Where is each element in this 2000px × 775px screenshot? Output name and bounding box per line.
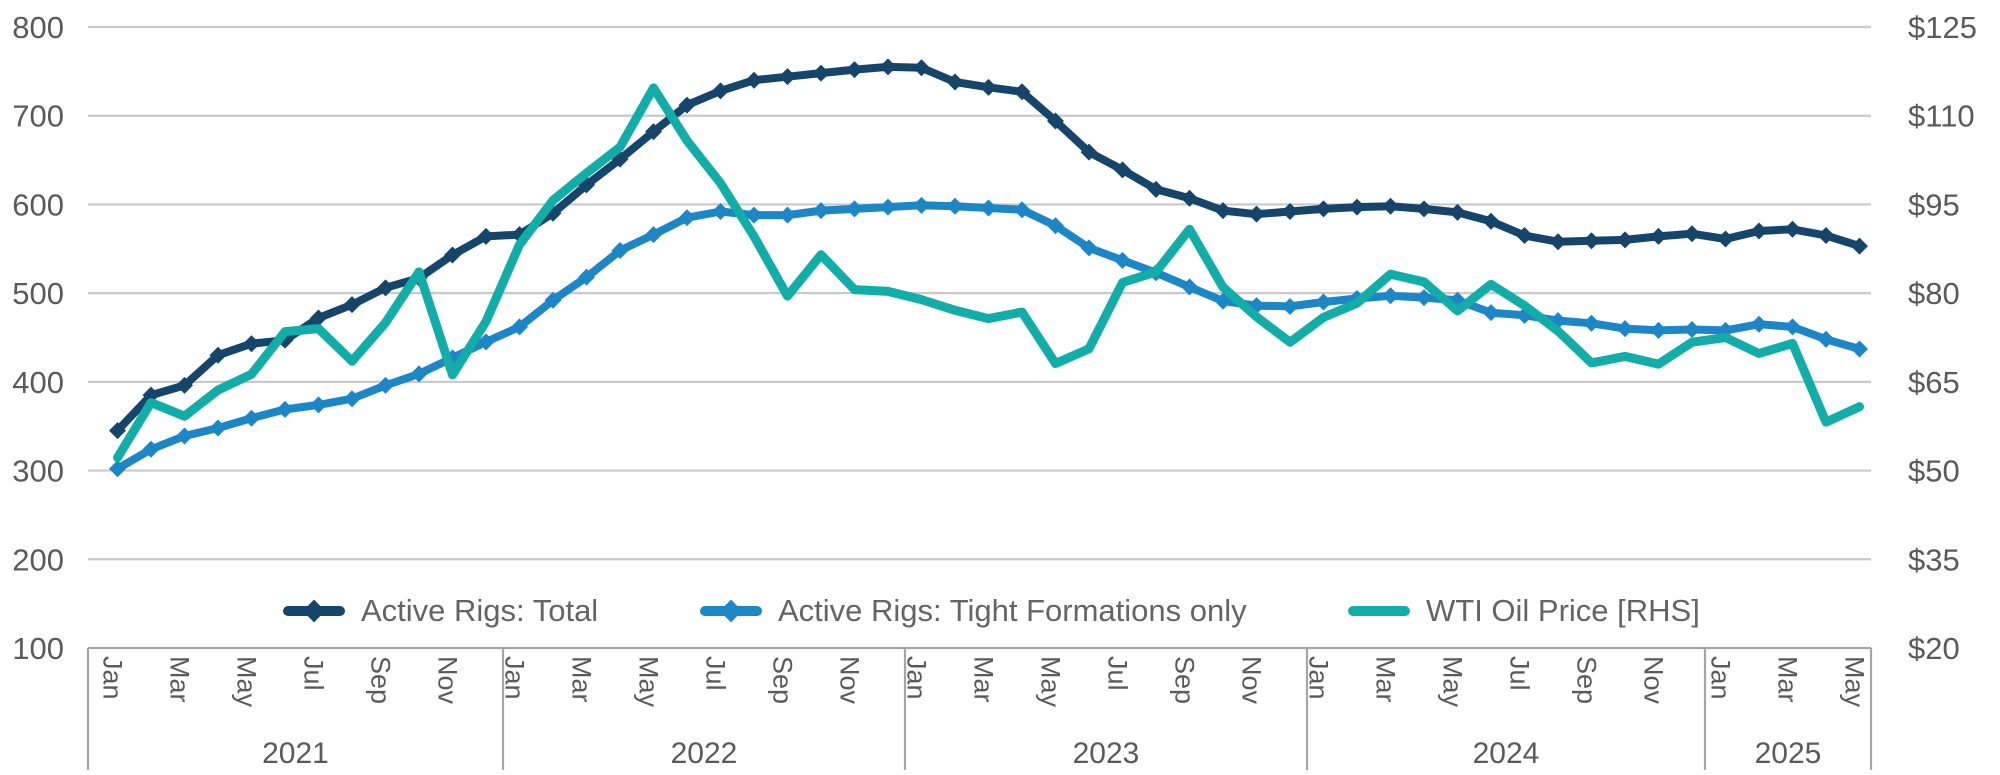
y-axis-tick-label: 700 (12, 99, 64, 134)
month-tick-label: Sep (1572, 656, 1602, 704)
month-tick-label: May (1840, 656, 1870, 708)
y-axis-tick-label: 300 (12, 454, 64, 489)
month-tick-label: May (1438, 656, 1468, 708)
year-label: 2025 (1755, 737, 1822, 770)
y2-axis-tick-label: $95 (1908, 187, 1960, 222)
month-tick-label: Nov (835, 656, 865, 705)
month-tick-label: Mar (567, 656, 597, 703)
y-axis-tick-label: 800 (12, 10, 64, 45)
y2-axis-tick-label: $80 (1908, 276, 1960, 311)
y-axis-tick-label: 400 (12, 365, 64, 400)
month-tick-label: Jul (1505, 656, 1535, 691)
month-tick-label: Sep (1170, 656, 1200, 704)
month-tick-label: Nov (433, 656, 463, 705)
month-tick-label: Jan (1706, 656, 1736, 700)
month-tick-label: May (1036, 656, 1066, 708)
month-tick-label: Jul (299, 656, 329, 691)
month-tick-label: Mar (969, 656, 999, 703)
y2-axis-tick-label: $35 (1908, 542, 1960, 577)
month-tick-label: Mar (1773, 656, 1803, 703)
month-tick-label: Mar (1371, 656, 1401, 703)
month-tick-label: Jan (98, 656, 128, 700)
y2-axis-tick-label: $125 (1908, 10, 1977, 45)
month-tick-label: Jan (500, 656, 530, 700)
y-axis-tick-label: 200 (12, 542, 64, 577)
y-axis-tick-label: 500 (12, 276, 64, 311)
series-line-active-rigs-total (113, 62, 1864, 435)
month-tick-label: Mar (165, 656, 195, 703)
y2-axis-tick-label: $110 (1908, 99, 1975, 134)
month-tick-label: Jul (1103, 656, 1133, 691)
y-axis-tick-label: 600 (12, 187, 64, 222)
month-tick-label: Jan (902, 656, 932, 700)
month-tick-label: Jul (701, 656, 731, 691)
month-tick-label: Jan (1304, 656, 1334, 700)
y-axis-tick-label: 100 (12, 631, 64, 666)
year-label: 2024 (1473, 737, 1540, 770)
month-tick-label: Nov (1237, 656, 1267, 705)
year-label: 2023 (1073, 737, 1140, 770)
month-tick-label: May (634, 656, 664, 708)
month-tick-label: Sep (366, 656, 396, 704)
year-label: 2022 (671, 737, 738, 770)
y2-axis-tick-label: $50 (1908, 454, 1960, 489)
y2-axis-tick-label: $20 (1908, 631, 1960, 666)
month-tick-label: Sep (768, 656, 798, 704)
series-line-wti-oil-price (113, 83, 1864, 463)
month-tick-label: May (232, 656, 262, 708)
y2-axis-tick-label: $65 (1908, 365, 1960, 400)
month-tick-label: Nov (1639, 656, 1669, 705)
year-label: 2021 (262, 737, 329, 770)
